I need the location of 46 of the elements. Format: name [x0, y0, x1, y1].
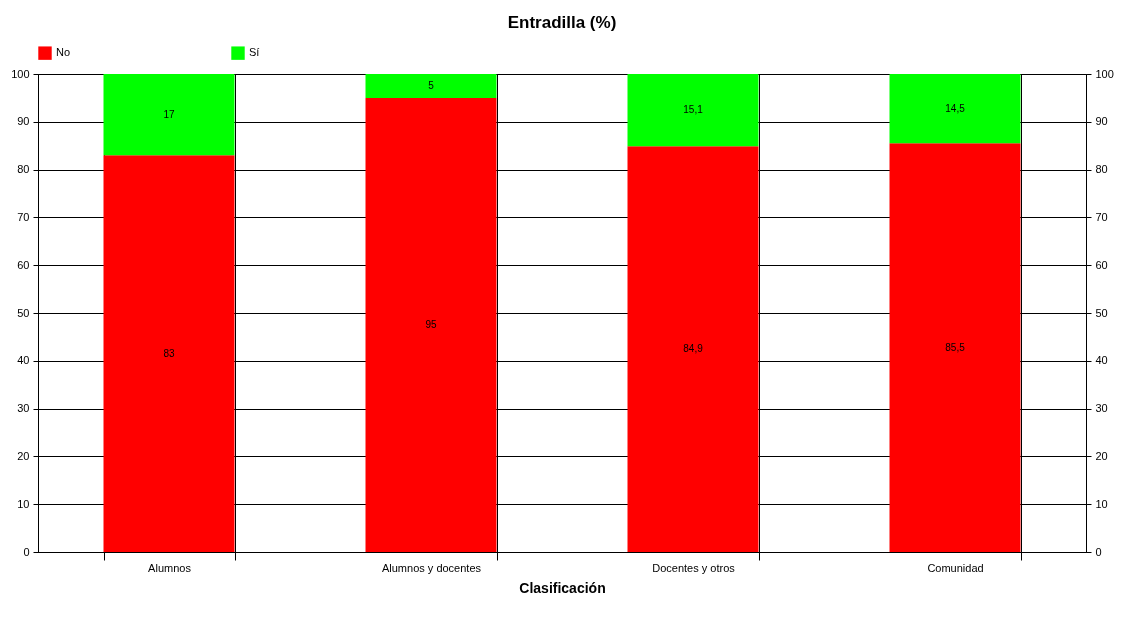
- y2-tick-label: 40: [1095, 354, 1108, 367]
- legend-label: Sí: [249, 46, 260, 59]
- chart-title: Entradilla (%): [507, 13, 617, 32]
- data-label: 5: [428, 79, 435, 91]
- x-tick-label: Alumnos y docentes: [381, 561, 482, 574]
- y2-tick-label: 60: [1095, 258, 1108, 271]
- y-tick-label: 80: [17, 163, 30, 176]
- y2-tick-label: 30: [1095, 402, 1108, 415]
- y-tick-label: 100: [11, 67, 30, 80]
- bar: [103, 155, 235, 552]
- y-tick-label: 70: [17, 210, 30, 223]
- y2-tick-label: 10: [1095, 497, 1108, 510]
- y-tick-label: 10: [17, 497, 30, 510]
- data-label: 83: [163, 347, 175, 359]
- x-axis-title: Clasificación: [519, 579, 606, 596]
- bar: [627, 74, 759, 147]
- bar: [889, 143, 1021, 552]
- y2-tick-label: 100: [1095, 67, 1114, 80]
- y-tick-label: 0: [23, 545, 30, 558]
- y2-tick-label: 20: [1095, 449, 1108, 462]
- y-tick-label: 90: [17, 115, 30, 128]
- x-tick-label: Comunidad: [927, 561, 984, 574]
- y2-tick-label: 70: [1095, 210, 1108, 223]
- bar: [103, 74, 235, 156]
- data-label: 17: [163, 108, 175, 120]
- y-tick-label: 30: [17, 402, 30, 415]
- x-tick-label: Docentes y otros: [652, 561, 736, 574]
- bar: [365, 97, 497, 552]
- y-tick-label: 40: [17, 354, 30, 367]
- y-tick-label: 60: [17, 258, 30, 271]
- y2-tick-label: 50: [1095, 306, 1108, 319]
- data-label: 85,5: [945, 341, 966, 353]
- bar: [365, 74, 497, 98]
- legend-label: No: [56, 46, 71, 59]
- y2-tick-label: 0: [1095, 545, 1102, 558]
- y-tick-label: 20: [17, 449, 30, 462]
- x-tick-label: Alumnos: [148, 561, 192, 574]
- data-label: 14,5: [945, 102, 966, 114]
- bar: [889, 74, 1021, 144]
- y-tick-label: 50: [17, 306, 30, 319]
- bar: [627, 146, 759, 552]
- data-label: 15,1: [683, 104, 704, 116]
- data-label: 95: [425, 318, 437, 330]
- y2-tick-label: 80: [1095, 163, 1108, 176]
- data-label: 84,9: [683, 343, 704, 355]
- y2-tick-label: 90: [1095, 115, 1108, 128]
